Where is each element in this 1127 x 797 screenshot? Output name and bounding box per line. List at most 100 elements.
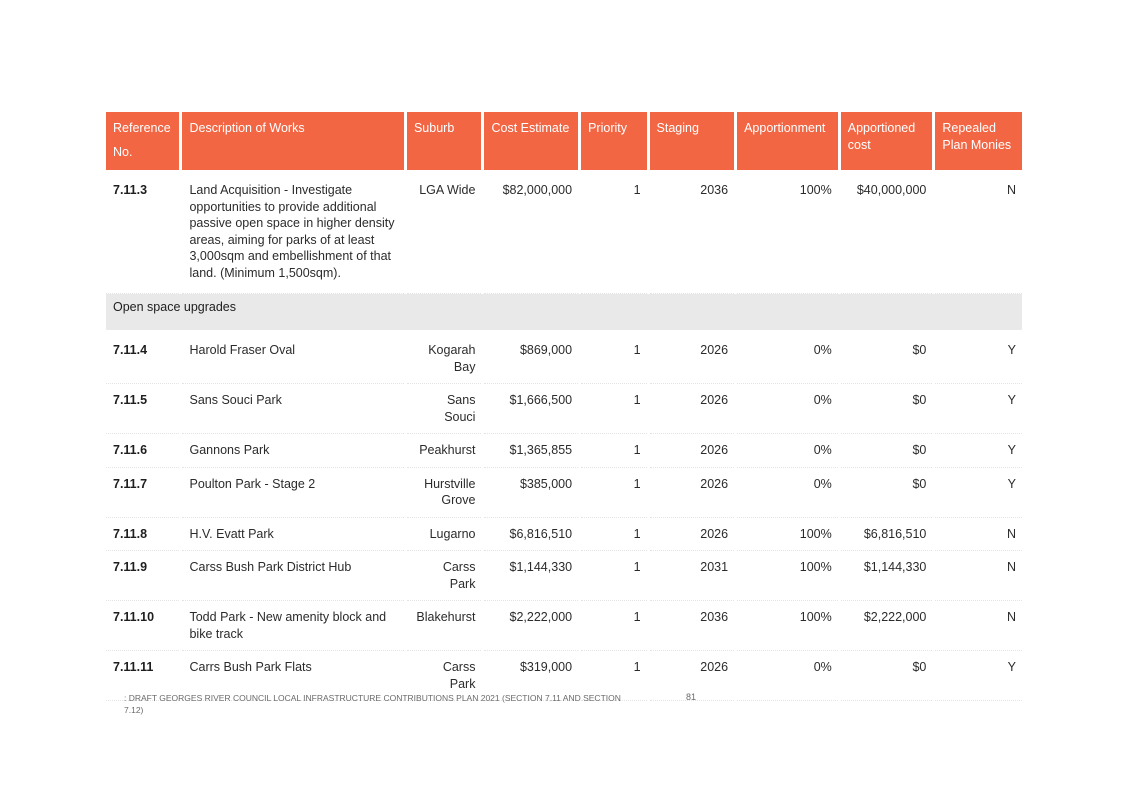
table-row: 7.11.6 Gannons Park Peakhurst $1,365,855 1 20…	[106, 434, 1022, 468]
cell-staging: 2036	[649, 601, 735, 651]
cell-staging: 2026	[649, 468, 735, 518]
cell-repealed: N	[935, 518, 1022, 551]
cell-repealed: N	[935, 551, 1022, 601]
table-row: 7.11.4 Harold Fraser Oval Kogarah Bay $869,…	[106, 334, 1022, 384]
cell-suburb: Peakhurst	[406, 434, 482, 468]
cell-priority: 1	[581, 518, 647, 551]
cell-repealed: Y	[935, 651, 1022, 701]
cell-priority: 1	[581, 651, 647, 701]
cell-cost-estimate: $319,000	[484, 651, 579, 701]
cell-priority: 1	[581, 384, 647, 434]
cell-priority: 1	[581, 551, 647, 601]
contributions-table-container: Reference No. Description of Works Subur…	[106, 112, 1022, 701]
cell-repealed: Y	[935, 468, 1022, 518]
cell-reference: 7.11.9	[106, 551, 180, 601]
cell-description: Harold Fraser Oval	[182, 334, 404, 384]
cell-apportioned-cost: $2,222,000	[840, 601, 933, 651]
cell-suburb: Kogarah Bay	[406, 334, 482, 384]
cell-apportioned-cost: $0	[840, 334, 933, 384]
cell-cost-estimate: $869,000	[484, 334, 579, 384]
table-row: 7.11.3 Land Acquisition - Investigate op…	[106, 170, 1022, 294]
cell-repealed: Y	[935, 334, 1022, 384]
cell-reference: 7.11.10	[106, 601, 180, 651]
cell-reference: 7.11.3	[106, 170, 180, 294]
section-label: Open space upgrades	[106, 294, 1022, 330]
header-cost-estimate: Cost Estimate	[484, 112, 579, 170]
works-schedule-table: Reference No. Description of Works Subur…	[103, 112, 1025, 701]
cell-apportioned-cost: $6,816,510	[840, 518, 933, 551]
cell-reference: 7.11.11	[106, 651, 180, 701]
cell-cost-estimate: $1,365,855	[484, 434, 579, 468]
header-apportioned-cost: Apportioned cost	[840, 112, 933, 170]
cell-cost-estimate: $2,222,000	[484, 601, 579, 651]
cell-apportionment: 100%	[737, 518, 838, 551]
table-row: 7.11.9 Carss Bush Park District Hub Carss …	[106, 551, 1022, 601]
cell-reference: 7.11.4	[106, 334, 180, 384]
cell-apportionment: 100%	[737, 601, 838, 651]
cell-cost-estimate: $1,144,330	[484, 551, 579, 601]
cell-apportionment: 0%	[737, 651, 838, 701]
cell-description: H.V. Evatt Park	[182, 518, 404, 551]
header-repealed-plan-monies: Repealed Plan Monies	[935, 112, 1022, 170]
cell-reference: 7.11.5	[106, 384, 180, 434]
cell-apportionment: 0%	[737, 434, 838, 468]
cell-description: Carss Bush Park District Hub	[182, 551, 404, 601]
header-suburb: Suburb	[406, 112, 482, 170]
cell-description: Gannons Park	[182, 434, 404, 468]
cell-suburb: Hurstville Grove	[406, 468, 482, 518]
table-row: 7.11.8 H.V. Evatt Park Lugarno $6,816,510 1 2…	[106, 518, 1022, 551]
header-reference: Reference No.	[106, 112, 180, 170]
cell-reference: 7.11.8	[106, 518, 180, 551]
cell-description: Carrs Bush Park Flats	[182, 651, 404, 701]
cell-staging: 2036	[649, 170, 735, 294]
cell-cost-estimate: $1,666,500	[484, 384, 579, 434]
cell-staging: 2026	[649, 384, 735, 434]
page-number: 81	[686, 692, 697, 702]
cell-repealed: Y	[935, 384, 1022, 434]
cell-apportionment: 100%	[737, 170, 838, 294]
header-priority: Priority	[581, 112, 647, 170]
cell-repealed: Y	[935, 434, 1022, 468]
header-staging: Staging	[649, 112, 735, 170]
cell-staging: 2031	[649, 551, 735, 601]
table-row: 7.11.5 Sans Souci Park Sans Souci $1,666,50…	[106, 384, 1022, 434]
cell-cost-estimate: $6,816,510	[484, 518, 579, 551]
cell-description: Poulton Park - Stage 2	[182, 468, 404, 518]
cell-apportioned-cost: $40,000,000	[840, 170, 933, 294]
cell-apportionment: 0%	[737, 334, 838, 384]
cell-description: Land Acquisition - Investigate opportuni…	[182, 170, 404, 294]
cell-repealed: N	[935, 601, 1022, 651]
footer-document-title: : DRAFT GEORGES RIVER COUNCIL LOCAL INFR…	[124, 693, 621, 715]
cell-cost-estimate: $385,000	[484, 468, 579, 518]
cell-description: Todd Park - New amenity block and bike t…	[182, 601, 404, 651]
cell-suburb: Carss Park	[406, 651, 482, 701]
upgrade-rows: 7.11.4 Harold Fraser Oval Kogarah Bay $869,…	[106, 334, 1022, 701]
header-apportionment: Apportionment	[737, 112, 838, 170]
cell-suburb: Sans Souci	[406, 384, 482, 434]
cell-description: Sans Souci Park	[182, 384, 404, 434]
cell-suburb: Blakehurst	[406, 601, 482, 651]
cell-repealed: N	[935, 170, 1022, 294]
cell-priority: 1	[581, 434, 647, 468]
cell-apportionment: 0%	[737, 468, 838, 518]
cell-apportioned-cost: $0	[840, 468, 933, 518]
table-row: 7.11.11 Carrs Bush Park Flats Carss Park $3…	[106, 651, 1022, 701]
cell-cost-estimate: $82,000,000	[484, 170, 579, 294]
cell-apportioned-cost: $0	[840, 434, 933, 468]
cell-reference: 7.11.6	[106, 434, 180, 468]
cell-priority: 1	[581, 170, 647, 294]
cell-priority: 1	[581, 601, 647, 651]
cell-staging: 2026	[649, 334, 735, 384]
cell-apportionment: 100%	[737, 551, 838, 601]
cell-apportionment: 0%	[737, 384, 838, 434]
header-description: Description of Works	[182, 112, 404, 170]
table-row: 7.11.7 Poulton Park - Stage 2 Hurstville G…	[106, 468, 1022, 518]
cell-apportioned-cost: $0	[840, 384, 933, 434]
cell-apportioned-cost: $0	[840, 651, 933, 701]
cell-apportioned-cost: $1,144,330	[840, 551, 933, 601]
cell-reference: 7.11.7	[106, 468, 180, 518]
section-row: Open space upgrades	[106, 294, 1022, 330]
cell-priority: 1	[581, 334, 647, 384]
cell-staging: 2026	[649, 518, 735, 551]
table-row: 7.11.10 Todd Park - New amenity block and…	[106, 601, 1022, 651]
